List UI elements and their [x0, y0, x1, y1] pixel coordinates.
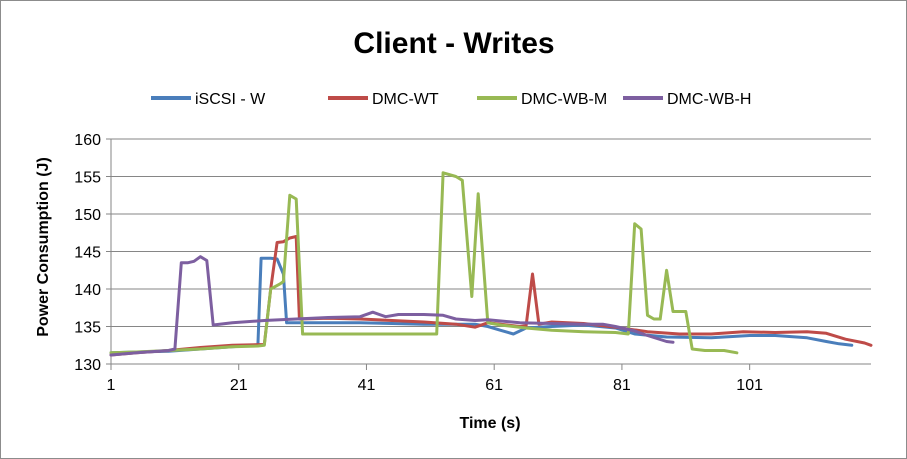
y-axis-ticks: 130 135 140 145 150 155 160	[74, 132, 111, 374]
series-line-3	[109, 255, 675, 357]
y-tick-label-2: 140	[74, 282, 101, 299]
y-tick-label-5: 155	[74, 170, 101, 187]
x-tick-label-4: 81	[613, 377, 631, 394]
y-tick-label-6: 160	[74, 132, 101, 149]
x-axis-ticks: 1 21 41 61 81 101	[107, 364, 763, 394]
y-tick-label-1: 135	[74, 320, 101, 337]
legend-label-0: iSCSI - W	[195, 91, 266, 108]
x-axis-label: Time (s)	[459, 415, 520, 432]
x-tick-label-2: 41	[358, 377, 376, 394]
chart-title: Client - Writes	[353, 27, 554, 60]
y-tick-label-4: 150	[74, 207, 101, 224]
x-tick-label-3: 61	[485, 377, 503, 394]
series-line-2	[109, 171, 739, 355]
y-tick-label-0: 130	[74, 357, 101, 374]
series-line-1	[109, 235, 873, 357]
gridlines	[110, 138, 871, 365]
x-tick-label-0: 1	[107, 377, 116, 394]
series-line-0	[109, 256, 854, 355]
x-tick-label-1: 21	[230, 377, 248, 394]
legend-label-3: DMC-WB-H	[667, 91, 751, 108]
legend-label-2: DMC-WB-M	[521, 91, 607, 108]
y-tick-label-3: 145	[74, 245, 101, 262]
y-axis-label: Power Consumption (J)	[35, 157, 52, 337]
legend: iSCSI - W DMC-WT DMC-WB-M DMC-WB-H	[151, 91, 751, 108]
legend-label-1: DMC-WT	[372, 91, 439, 108]
series-lines	[109, 171, 873, 357]
x-tick-label-5: 101	[736, 377, 763, 394]
